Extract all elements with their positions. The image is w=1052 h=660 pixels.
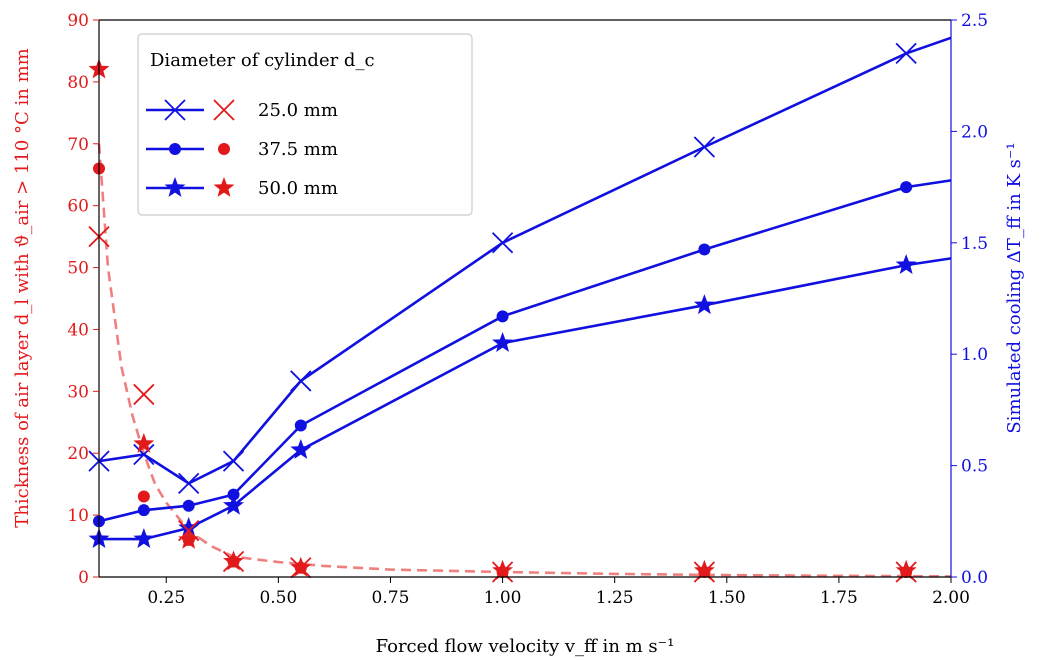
legend-title: Diameter of cylinder d_c xyxy=(150,50,375,71)
y-right-tick-label: 0.0 xyxy=(961,568,988,588)
y-left-tick-label: 90 xyxy=(67,11,89,31)
legend: Diameter of cylinder d_c 25.0 mm 37.5 mm 5… xyxy=(137,33,473,216)
y-left-tick-label: 0 xyxy=(78,568,89,588)
x-axis-label: Forced flow velocity v_ff in m s⁻¹ xyxy=(376,636,675,657)
right-series-point xyxy=(496,310,509,323)
right-series-point xyxy=(492,332,514,352)
x-tick-label: 0.25 xyxy=(147,588,185,608)
legend-blue-marker xyxy=(169,143,181,155)
y-right-tick-label: 2.5 xyxy=(961,11,988,31)
right-series-point xyxy=(693,294,715,315)
y-left-tick-label: 50 xyxy=(67,259,89,279)
left-series-point xyxy=(223,550,244,571)
x-tick-label: 1.00 xyxy=(484,588,522,608)
left-series-point xyxy=(137,490,150,503)
x-tick-label: 0.50 xyxy=(259,588,297,608)
legend-red-marker xyxy=(213,177,235,197)
left-series-point xyxy=(290,556,312,577)
right-series-point xyxy=(178,516,200,537)
right-series-point xyxy=(133,443,155,466)
right-series-layer xyxy=(88,36,952,549)
y-right-tick-label: 2.0 xyxy=(961,122,988,142)
y-axis-right-label: Simulated cooling ΔT_ff in K s⁻¹ xyxy=(1004,142,1025,433)
left-series-point xyxy=(895,559,917,580)
right-series-point xyxy=(900,181,913,194)
legend-red-marker xyxy=(218,143,230,155)
left-series-point xyxy=(133,383,155,406)
fit-curve-line xyxy=(97,143,952,578)
y-left-tick-label: 40 xyxy=(67,320,89,340)
legend-entry-label: 50.0 mm xyxy=(258,178,338,199)
right-series-point xyxy=(290,439,312,459)
y-left-tick-label: 20 xyxy=(67,444,89,464)
right-series-point xyxy=(895,254,917,274)
right-series-point xyxy=(227,488,240,501)
x-tick-label: 2.00 xyxy=(932,588,970,608)
right-series-point xyxy=(693,136,716,158)
left-series-point xyxy=(133,432,155,453)
legend-blue-marker xyxy=(164,177,186,197)
legend-entry-label: 25.0 mm xyxy=(258,100,338,121)
y-right-tick-label: 1.0 xyxy=(961,345,988,365)
y-axis-left-label: Thickness of air layer d_l with ϑ_air > … xyxy=(12,48,33,527)
x-tick-label: 1.50 xyxy=(708,588,746,608)
left-series-point xyxy=(693,559,715,580)
right-series-point xyxy=(290,370,312,392)
right-series-point xyxy=(223,494,244,515)
right-series-point xyxy=(895,42,917,65)
right-series-point xyxy=(182,499,195,512)
right-series-point xyxy=(698,243,711,256)
left-series-point xyxy=(492,559,514,580)
y-left-tick-label: 80 xyxy=(67,73,89,93)
x-tick-label: 0.75 xyxy=(372,588,410,608)
x-tick-label: 1.25 xyxy=(596,588,634,608)
right-series-point xyxy=(137,504,150,517)
y-left-tick-label: 70 xyxy=(67,135,89,155)
legend-box xyxy=(137,33,473,216)
right-series-point xyxy=(294,419,307,432)
fit-curve-layer xyxy=(97,143,952,578)
y-left-tick-label: 60 xyxy=(67,197,89,217)
left-series-point xyxy=(178,528,200,549)
x-tick-label: 1.75 xyxy=(820,588,858,608)
y-left-tick-label: 30 xyxy=(67,382,89,402)
right-series-point xyxy=(491,232,514,254)
y-left-tick-label: 10 xyxy=(67,506,89,526)
legend-red-marker xyxy=(213,99,235,121)
right-series-point xyxy=(133,528,155,549)
legend-blue-marker xyxy=(164,99,186,121)
right-series-point xyxy=(178,472,200,495)
legend-entry-label: 37.5 mm xyxy=(258,139,338,160)
y-right-tick-label: 1.5 xyxy=(961,234,988,254)
y-right-tick-label: 0.5 xyxy=(961,457,988,477)
right-series-point xyxy=(222,450,245,472)
